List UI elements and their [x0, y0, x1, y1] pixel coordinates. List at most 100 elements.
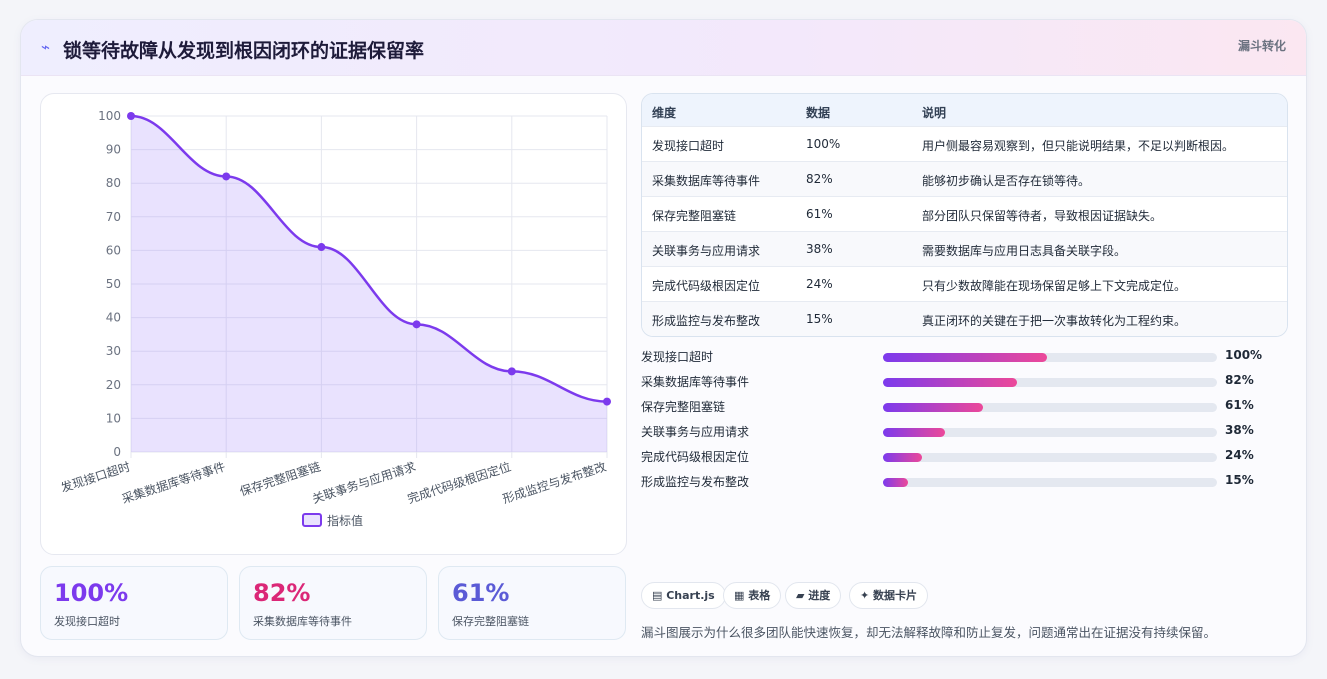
legend-label: 指标值: [327, 513, 363, 528]
progress-label: 形成监控与发布整改: [641, 475, 750, 489]
progress-value: 24%: [1225, 448, 1254, 462]
table-row: 形成监控与发布整改 15% 真正闭环的关键在于把一次事故转化为工程约束。: [642, 302, 1287, 336]
table-header-row: 维度 数据 说明: [642, 94, 1287, 127]
stat-value: 100%: [54, 579, 129, 607]
chart-panel: 0 10 20 30 40 50 60 70 80 90 100 发现接口超时 采集数据库等待事件 保存完…: [40, 93, 627, 555]
chip-data-card[interactable]: ✦ 数据卡片: [849, 582, 929, 609]
data-point: [412, 320, 421, 329]
table-row: 保存完整阻塞链 61% 部分团队只保留等待者，导致根因证据缺失。: [642, 197, 1287, 232]
progress-fill: [883, 403, 983, 412]
progress-label: 保存完整阻塞链: [641, 400, 726, 414]
table-cell: 部分团队只保留等待者，导致根因证据缺失。: [922, 209, 1163, 223]
chip-chartjs[interactable]: ▤ Chart.js: [641, 582, 726, 609]
y-tick-label: 40: [106, 311, 121, 325]
progress-value: 82%: [1225, 373, 1254, 387]
stat-card-1: 100% 发现接口超时: [40, 566, 228, 640]
table-cell: 完成代码级根因定位: [652, 279, 761, 293]
data-point: [222, 172, 231, 181]
x-tick-label: 采集数据库等待事件: [120, 459, 227, 507]
table-cell: 38%: [806, 242, 833, 256]
column-header: 维度: [652, 106, 677, 120]
table-cell: 保存完整阻塞链: [652, 209, 737, 223]
table-cell: 82%: [806, 172, 833, 186]
x-tick-label: 发现接口超时: [59, 459, 132, 496]
stat-value: 82%: [253, 579, 311, 607]
page-title: 锁等待故障从发现到根因闭环的证据保留率: [63, 40, 425, 62]
progress-fill: [883, 353, 1047, 362]
progress-row: 采集数据库等待事件 82%: [641, 371, 1288, 391]
progress-value: 15%: [1225, 473, 1254, 487]
table-row: 关联事务与应用请求 38% 需要数据库与应用日志具备关联字段。: [642, 232, 1287, 267]
legend-swatch: [302, 513, 322, 527]
y-tick-label: 50: [106, 277, 121, 291]
data-point: [127, 112, 135, 120]
table-cell: 需要数据库与应用日志具备关联字段。: [922, 244, 1127, 258]
progress-row: 形成监控与发布整改 15%: [641, 471, 1288, 491]
series-area: [131, 116, 607, 452]
table-cell: 只有少数故障能在现场保留足够上下文完成定位。: [922, 279, 1187, 293]
progress-label: 采集数据库等待事件: [641, 375, 750, 389]
progress-track: [883, 353, 1217, 362]
table-cell: 15%: [806, 312, 833, 326]
y-tick-label: 0: [113, 445, 121, 459]
progress-label: 发现接口超时: [641, 350, 714, 364]
y-tick-label: 80: [106, 176, 121, 190]
progress-label: 完成代码级根因定位: [641, 450, 750, 464]
main-card: ⌁ 锁等待故障从发现到根因闭环的证据保留率 漏斗转化 0 10 20 30 40 50 60…: [20, 19, 1307, 657]
progress-value: 61%: [1225, 398, 1254, 412]
x-tick-label: 完成代码级根因定位: [405, 459, 512, 507]
column-header: 数据: [806, 106, 831, 120]
x-tick-label: 形成监控与发布整改: [501, 459, 608, 507]
table-cell: 采集数据库等待事件: [652, 174, 761, 188]
chip-progress[interactable]: ▰ 进度: [785, 582, 842, 609]
y-tick-label: 20: [106, 378, 121, 392]
progress-fill: [883, 428, 946, 437]
progress-row: 完成代码级根因定位 24%: [641, 446, 1288, 466]
progress-track: [883, 478, 1217, 487]
progress-value: 38%: [1225, 423, 1254, 437]
table-cell: 24%: [806, 277, 833, 291]
stat-label: 发现接口超时: [54, 615, 120, 628]
progress-row: 发现接口超时 100%: [641, 346, 1288, 366]
table-row: 发现接口超时 100% 用户侧最容易观察到，但只能说明结果，不足以判断根因。: [642, 127, 1287, 162]
card-header: ⌁ 锁等待故障从发现到根因闭环的证据保留率 漏斗转化: [21, 20, 1306, 76]
data-table: 维度 数据 说明 发现接口超时 100% 用户侧最容易观察到，但只能说明结果，不…: [641, 93, 1288, 337]
chip-table[interactable]: ▦ 表格: [723, 582, 782, 609]
column-header: 说明: [922, 106, 947, 120]
chart-type-tag: 漏斗转化: [1237, 39, 1286, 53]
table-cell: 61%: [806, 207, 833, 221]
table-cell: 100%: [806, 137, 841, 151]
stat-label: 采集数据库等待事件: [253, 615, 352, 628]
table-cell: 关联事务与应用请求: [652, 244, 761, 258]
progress-row: 保存完整阻塞链 61%: [641, 396, 1288, 416]
footer-note: 漏斗图展示为什么很多团队能快速恢复，却无法解释故障和防止复发，问题通常出在证据没…: [641, 625, 1217, 640]
progress-label: 关联事务与应用请求: [641, 425, 750, 439]
data-point: [507, 367, 516, 376]
stat-card-2: 82% 采集数据库等待事件: [239, 566, 427, 640]
progress-value: 100%: [1225, 348, 1263, 362]
table-cell: 用户侧最容易观察到，但只能说明结果，不足以判断根因。: [922, 139, 1235, 153]
table-row: 采集数据库等待事件 82% 能够初步确认是否存在锁等待。: [642, 162, 1287, 197]
table-cell: 能够初步确认是否存在锁等待。: [922, 174, 1091, 188]
table-row: 完成代码级根因定位 24% 只有少数故障能在现场保留足够上下文完成定位。: [642, 267, 1287, 302]
progress-fill: [883, 378, 1018, 387]
y-tick-label: 30: [106, 344, 121, 358]
y-tick-label: 60: [106, 243, 121, 257]
y-tick-label: 10: [106, 411, 121, 425]
progress-track: [883, 403, 1217, 412]
stat-value: 61%: [452, 579, 510, 607]
stat-card-3: 61% 保存完整阻塞链: [438, 566, 626, 640]
y-tick-label: 90: [106, 143, 121, 157]
progress-track: [883, 378, 1217, 387]
progress-fill: [883, 453, 923, 462]
progress-track: [883, 453, 1217, 462]
stat-label: 保存完整阻塞链: [452, 615, 529, 628]
progress-track: [883, 428, 1217, 437]
table-cell: 真正闭环的关键在于把一次事故转化为工程约束。: [922, 314, 1187, 328]
progress-fill: [883, 478, 908, 487]
data-point: [317, 243, 326, 252]
table-cell: 形成监控与发布整改: [652, 314, 761, 328]
x-tick-label: 关联事务与应用请求: [310, 459, 417, 507]
y-tick-label: 70: [106, 210, 121, 224]
